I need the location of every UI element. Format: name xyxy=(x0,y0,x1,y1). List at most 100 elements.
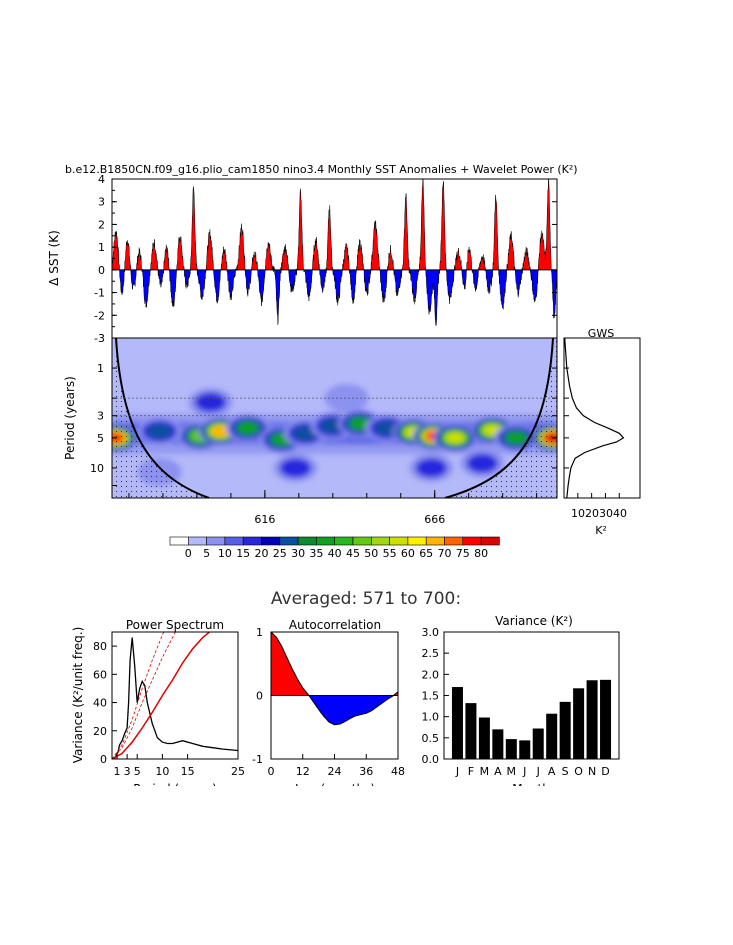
var-bar xyxy=(465,703,477,759)
var-ticks: J F M A M J J A S O N D0.00.51.01.52.02.53.0 xyxy=(422,626,610,778)
colorbar-swatch xyxy=(389,536,409,546)
wavelet-panel: 1 3 5 10 616 666 Period (years) xyxy=(63,337,558,526)
var-bar xyxy=(573,688,585,759)
var-bar xyxy=(559,701,571,759)
colorbar-swatch xyxy=(334,536,354,546)
colorbar-label: 15 xyxy=(236,547,250,560)
ac-x-tick-label: 24 xyxy=(328,765,342,778)
var-y-tick-label: 2.0 xyxy=(422,668,440,681)
var-x-tick-label: F xyxy=(468,765,474,778)
colorbar-swatch xyxy=(261,536,281,546)
ps-line-red xyxy=(112,632,211,759)
gws-x-tick-label: 30 xyxy=(599,507,613,520)
wavelet-contour xyxy=(445,432,465,444)
var-x-tick-label: J xyxy=(455,765,459,778)
wavelet-contour xyxy=(504,431,528,445)
colorbar-swatch xyxy=(425,536,445,546)
cone-of-influence xyxy=(112,338,557,498)
colorbar-swatch xyxy=(279,536,299,546)
sst-y-tick-label: -3 xyxy=(94,332,105,345)
ps-x-tick-label: 10 xyxy=(155,765,169,778)
wavelet-contour xyxy=(279,458,312,478)
ac-line xyxy=(270,631,399,726)
variance-panel: Variance (K²) J F M A M J J A S O N D0.00.51.01.52.… xyxy=(422,614,620,796)
colorbar-swatch xyxy=(242,536,262,546)
colorbar-label: 40 xyxy=(328,547,342,560)
gws-x-tick-label: 10 xyxy=(571,507,585,520)
ac-x-tick-label: 12 xyxy=(296,765,310,778)
wavelet-x-tick-label: 616 xyxy=(254,513,275,526)
ps-x-tick-label: 15 xyxy=(181,765,195,778)
gws-panel: GWS 10 20 30 40 K² xyxy=(563,327,641,537)
sst-y-tick-label: 4 xyxy=(98,173,105,186)
colorbar-swatch xyxy=(206,536,226,546)
var-x-tick-label: A xyxy=(548,765,556,778)
var-x-tick-label: J xyxy=(536,765,540,778)
var-y-tick-label: 1.0 xyxy=(422,711,440,724)
var-bar xyxy=(532,728,544,759)
ps-frame xyxy=(111,631,239,760)
ps-x-tick-label: 3 xyxy=(124,765,131,778)
var-bar xyxy=(492,729,504,759)
wavelet-frame xyxy=(111,337,558,499)
gws-x-label: K² xyxy=(595,524,607,537)
var-x-tick-label: M xyxy=(507,765,517,778)
ac-x-tick-label: 0 xyxy=(268,765,275,778)
ps-series xyxy=(112,632,238,759)
var-x-tick-label: S xyxy=(562,765,569,778)
colorbar-swatch xyxy=(169,536,189,546)
ac-negative-area xyxy=(271,695,398,725)
ps-title: Power Spectrum xyxy=(126,618,224,632)
ps-x-tick-label: 25 xyxy=(231,765,245,778)
var-y-tick-label: 0.5 xyxy=(422,732,440,745)
wavelet-contour xyxy=(236,421,260,435)
colorbar-label: 45 xyxy=(346,547,360,560)
var-bars xyxy=(451,679,612,759)
var-bar xyxy=(451,687,463,759)
colorbar-swatch xyxy=(480,536,500,546)
colorbar-swatch xyxy=(297,536,317,546)
wavelet-y-tick-label: 10 xyxy=(90,462,104,475)
ps-x-tick-label: 5 xyxy=(134,765,141,778)
colorbar-swatch xyxy=(407,536,427,546)
sst-y-tick-label: -2 xyxy=(94,309,105,322)
sst-y-tick-label: 3 xyxy=(98,196,105,209)
ac-x-tick-label: 48 xyxy=(391,765,405,778)
colorbar-swatch xyxy=(370,536,390,546)
ps-y-tick-label: 0 xyxy=(100,753,107,766)
coi-curve-left xyxy=(115,338,210,498)
ac-y-tick-label: -1 xyxy=(252,753,263,766)
sst-y-tick-label: -1 xyxy=(94,287,105,300)
ps-y-tick-label: 20 xyxy=(93,725,107,738)
ac-x-tick-label: 36 xyxy=(359,765,373,778)
wavelet-contour xyxy=(146,423,173,440)
gws-frame xyxy=(563,337,641,499)
coi-hatch-left xyxy=(112,338,209,498)
wavelet-contour xyxy=(194,392,227,412)
var-y-tick-label: 2.5 xyxy=(422,647,440,660)
colorbar-label: 65 xyxy=(419,547,433,560)
var-bar xyxy=(600,679,612,759)
colorbar-swatch xyxy=(352,536,372,546)
wavelet-ticks: 1 3 5 10 616 666 xyxy=(90,362,557,526)
wavelet-x-tick-label: 666 xyxy=(424,513,445,526)
sst-y-tick-label: 1 xyxy=(98,241,105,254)
gws-x-tick-label: 20 xyxy=(585,507,599,520)
colorbar-label: 70 xyxy=(438,547,452,560)
main-title: b.e12.B1850CN.f09_g16.plio_cam1850 nino3… xyxy=(65,163,578,176)
wavelet-y-label: Period (years) xyxy=(63,376,77,460)
ps-line-red-dashed xyxy=(112,632,165,759)
colorbar-swatch xyxy=(316,536,335,546)
wavelet-y-tick-label: 1 xyxy=(97,362,104,375)
wavelet-contour xyxy=(324,384,369,413)
ps-y-tick-label: 60 xyxy=(93,668,107,681)
var-bar xyxy=(519,740,531,759)
colorbar-label: 0 xyxy=(185,547,192,560)
averaged-title: Averaged: 571 to 700: xyxy=(271,589,461,609)
colorbar-label: 25 xyxy=(273,547,287,560)
var-y-tick-label: 3.0 xyxy=(422,626,440,639)
var-title: Variance (K²) xyxy=(495,614,573,628)
var-x-tick-label: N xyxy=(588,765,596,778)
